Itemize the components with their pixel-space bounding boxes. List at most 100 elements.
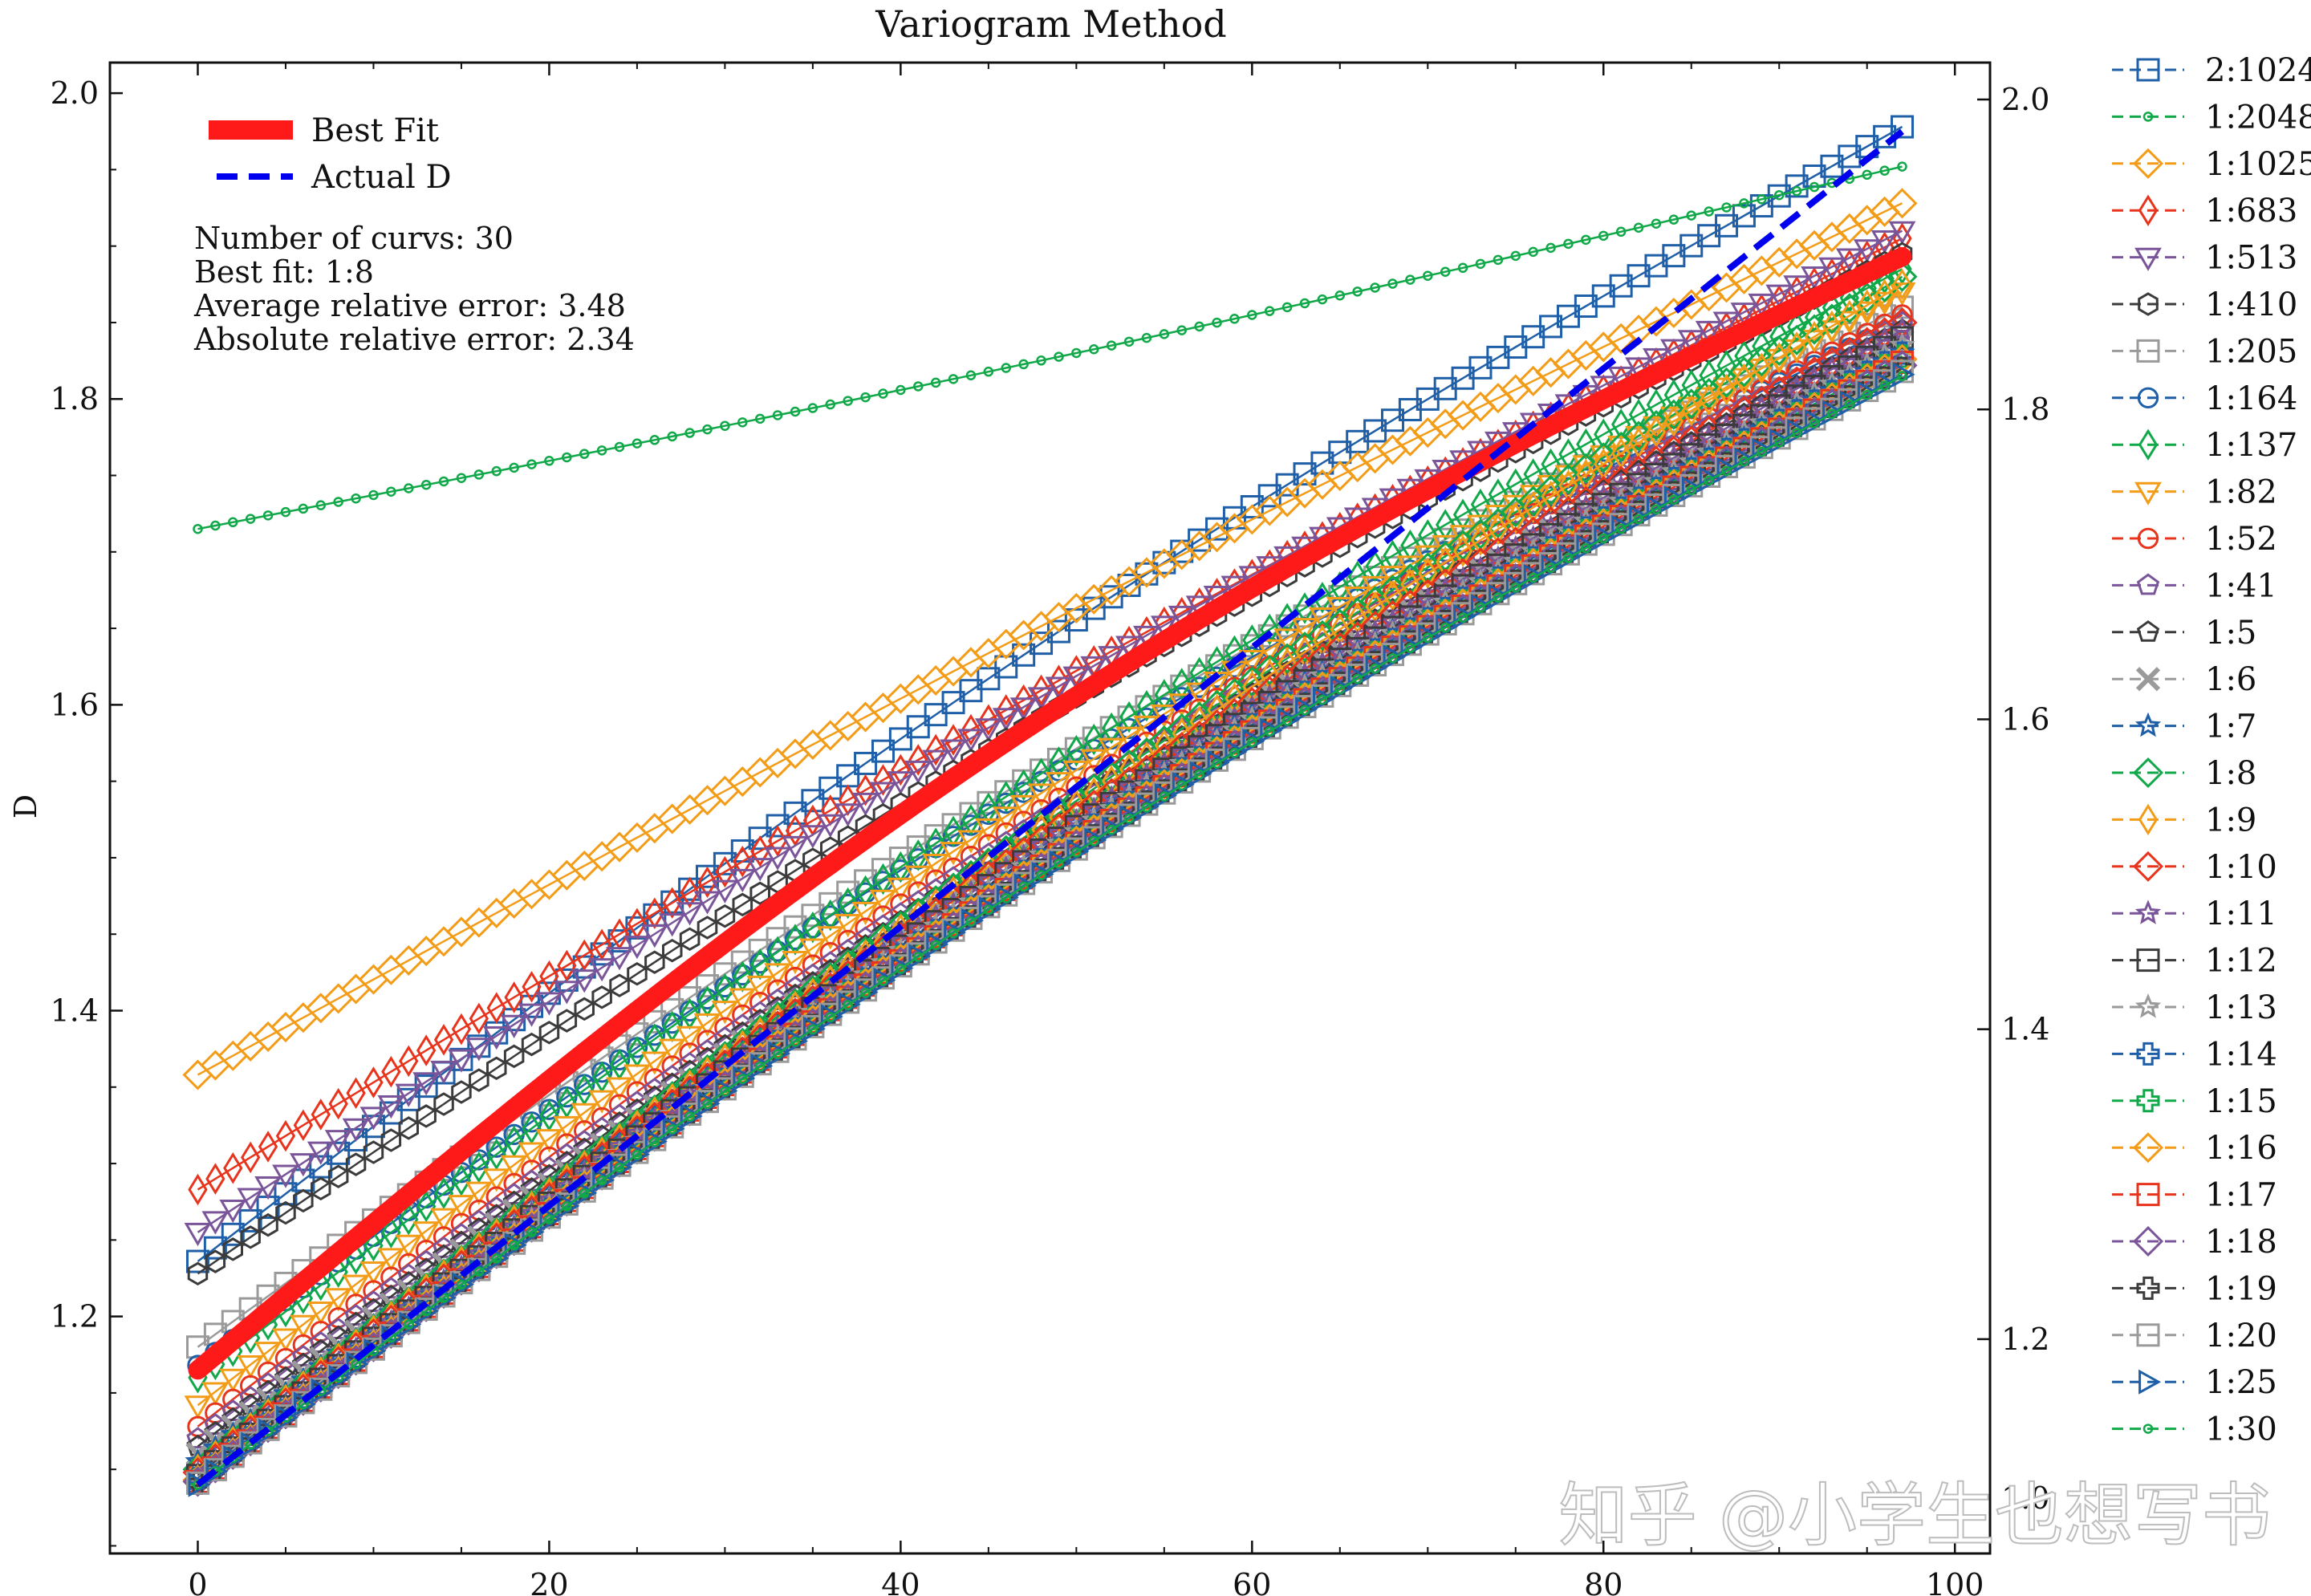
legend-label: 1:10 — [2205, 849, 2277, 886]
series-point-1-683 — [996, 694, 1016, 726]
series-point-1-30 — [1018, 881, 1029, 892]
series-point-1-2048 — [420, 479, 432, 490]
series-point-1-20 — [379, 1324, 403, 1348]
legend-swatch-marker — [2132, 851, 2164, 882]
series-point-1-30 — [1510, 583, 1521, 593]
series-point-1-410 — [380, 1128, 402, 1152]
series-point-1-30 — [438, 1293, 449, 1303]
legend-swatch-marker — [2138, 194, 2159, 226]
series-point-1-683 — [223, 1151, 243, 1184]
series-point-1-137 — [1436, 509, 1456, 541]
series-point-1-30 — [1721, 465, 1732, 477]
series-point-1-683 — [381, 1055, 401, 1088]
series-point-1-137 — [1400, 529, 1420, 562]
series-point-1-683 — [433, 1024, 454, 1056]
legend-entry-1-8: 1:8 — [2112, 755, 2256, 792]
series-point-2-1024 — [185, 1249, 209, 1273]
series-point-1-2048 — [473, 469, 485, 480]
x-tick-label-5: 100 — [1926, 1567, 1984, 1596]
series-point-1-410 — [275, 1200, 296, 1225]
series-point-1-2048 — [1528, 246, 1538, 258]
series-point-1-2048 — [825, 399, 836, 410]
series-point-1-30 — [1668, 494, 1679, 506]
series-point-1-2048 — [193, 523, 203, 534]
series-point-1-82 — [746, 975, 774, 1000]
legend-entry-1-1025: 1:1025 — [2112, 146, 2311, 183]
series-point-1-30 — [1739, 456, 1749, 467]
series-point-1-513 — [1888, 221, 1916, 245]
series-point-1-513 — [1748, 293, 1776, 318]
legend-entry-1-11: 1:11 — [2112, 895, 2277, 932]
series-point-1-683 — [328, 1087, 348, 1120]
series-point-2-1024 — [854, 751, 878, 775]
legend-swatch-marker — [2132, 1132, 2164, 1163]
series-point-1-82 — [834, 914, 862, 938]
series-point-1-82 — [588, 1090, 616, 1114]
series-point-2-1024 — [1012, 643, 1036, 667]
series-point-1-30 — [965, 916, 977, 927]
series-point-1-513 — [606, 947, 633, 971]
series-point-1-683 — [258, 1131, 278, 1163]
legend-swatch-marker — [2136, 1276, 2160, 1300]
series-point-1-82 — [1291, 618, 1318, 642]
series-point-1-2048 — [1510, 250, 1521, 262]
series-point-1-513 — [1695, 320, 1723, 345]
series-point-1-30 — [1651, 504, 1662, 515]
series-line-1-30 — [197, 375, 1903, 1486]
series-point-1-2048 — [913, 381, 924, 392]
series-point-1-683 — [873, 764, 893, 796]
series-point-1-82 — [992, 806, 1020, 830]
series-point-1-2048 — [772, 410, 783, 420]
series-point-1-30 — [614, 1162, 625, 1173]
series-point-1-2048 — [1563, 238, 1574, 250]
series-point-1-137 — [522, 1112, 542, 1145]
series-point-1-30 — [913, 952, 924, 962]
series-point-2-1024 — [766, 814, 790, 838]
series-point-1-137 — [416, 1190, 437, 1223]
series-point-1-683 — [662, 887, 682, 920]
series-point-1-137 — [873, 863, 893, 895]
series-point-2-1024 — [801, 789, 825, 813]
series-point-1-513 — [518, 1003, 546, 1027]
legend-entry-1-20: 1:20 — [2112, 1318, 2277, 1354]
legend-swatch-marker — [2136, 339, 2160, 363]
series-point-1-2048 — [1598, 230, 1609, 242]
series-point-1-683 — [644, 897, 664, 929]
series-point-1-30 — [1001, 893, 1012, 904]
series-point-1-2048 — [1334, 290, 1346, 301]
series-point-1-513 — [1765, 284, 1793, 308]
legend-entry-1-15: 1:15 — [2112, 1083, 2277, 1120]
series-point-1-513 — [1027, 687, 1055, 711]
legend-entry-1-25: 1:25 — [2112, 1364, 2277, 1401]
series-point-1-2048 — [1704, 206, 1714, 217]
series-point-2-1024 — [221, 1222, 245, 1246]
series-point-1-683 — [188, 1173, 208, 1206]
series-point-1-2048 — [438, 476, 449, 487]
series-1-20 — [185, 359, 1915, 1495]
series-point-1-164 — [732, 964, 753, 986]
series-point-1-30 — [1281, 716, 1293, 726]
series-point-1-2048 — [948, 374, 959, 384]
series-point-1-513 — [307, 1141, 335, 1165]
y-right-tick-label-bottom: 1.0 — [2001, 1480, 2049, 1516]
series-point-1-2048 — [1194, 321, 1204, 332]
series-point-1-30 — [456, 1279, 467, 1290]
legend-swatch-marker — [2136, 1089, 2160, 1113]
legend-swatch-marker — [2132, 757, 2164, 789]
series-point-1-513 — [658, 913, 686, 937]
legend-label: 1:683 — [2205, 193, 2297, 229]
series-point-1-12 — [1891, 326, 1915, 350]
series-point-1-2048 — [1879, 165, 1890, 176]
series-point-1-137 — [961, 804, 981, 836]
series-point-1-513 — [869, 782, 897, 806]
series-point-1-30 — [807, 1024, 818, 1035]
legend-swatch-marker — [2136, 573, 2160, 595]
series-point-1-2048 — [1071, 347, 1082, 359]
legend-label: 1:2048 — [2205, 99, 2311, 136]
series-point-1-82 — [869, 889, 897, 913]
series-point-1-20 — [361, 1337, 385, 1361]
legend-label: 1:6 — [2205, 661, 2256, 698]
series-point-1-82 — [1590, 445, 1618, 469]
legend-swatch-marker — [2138, 428, 2159, 461]
series-point-1-82 — [324, 1288, 352, 1312]
